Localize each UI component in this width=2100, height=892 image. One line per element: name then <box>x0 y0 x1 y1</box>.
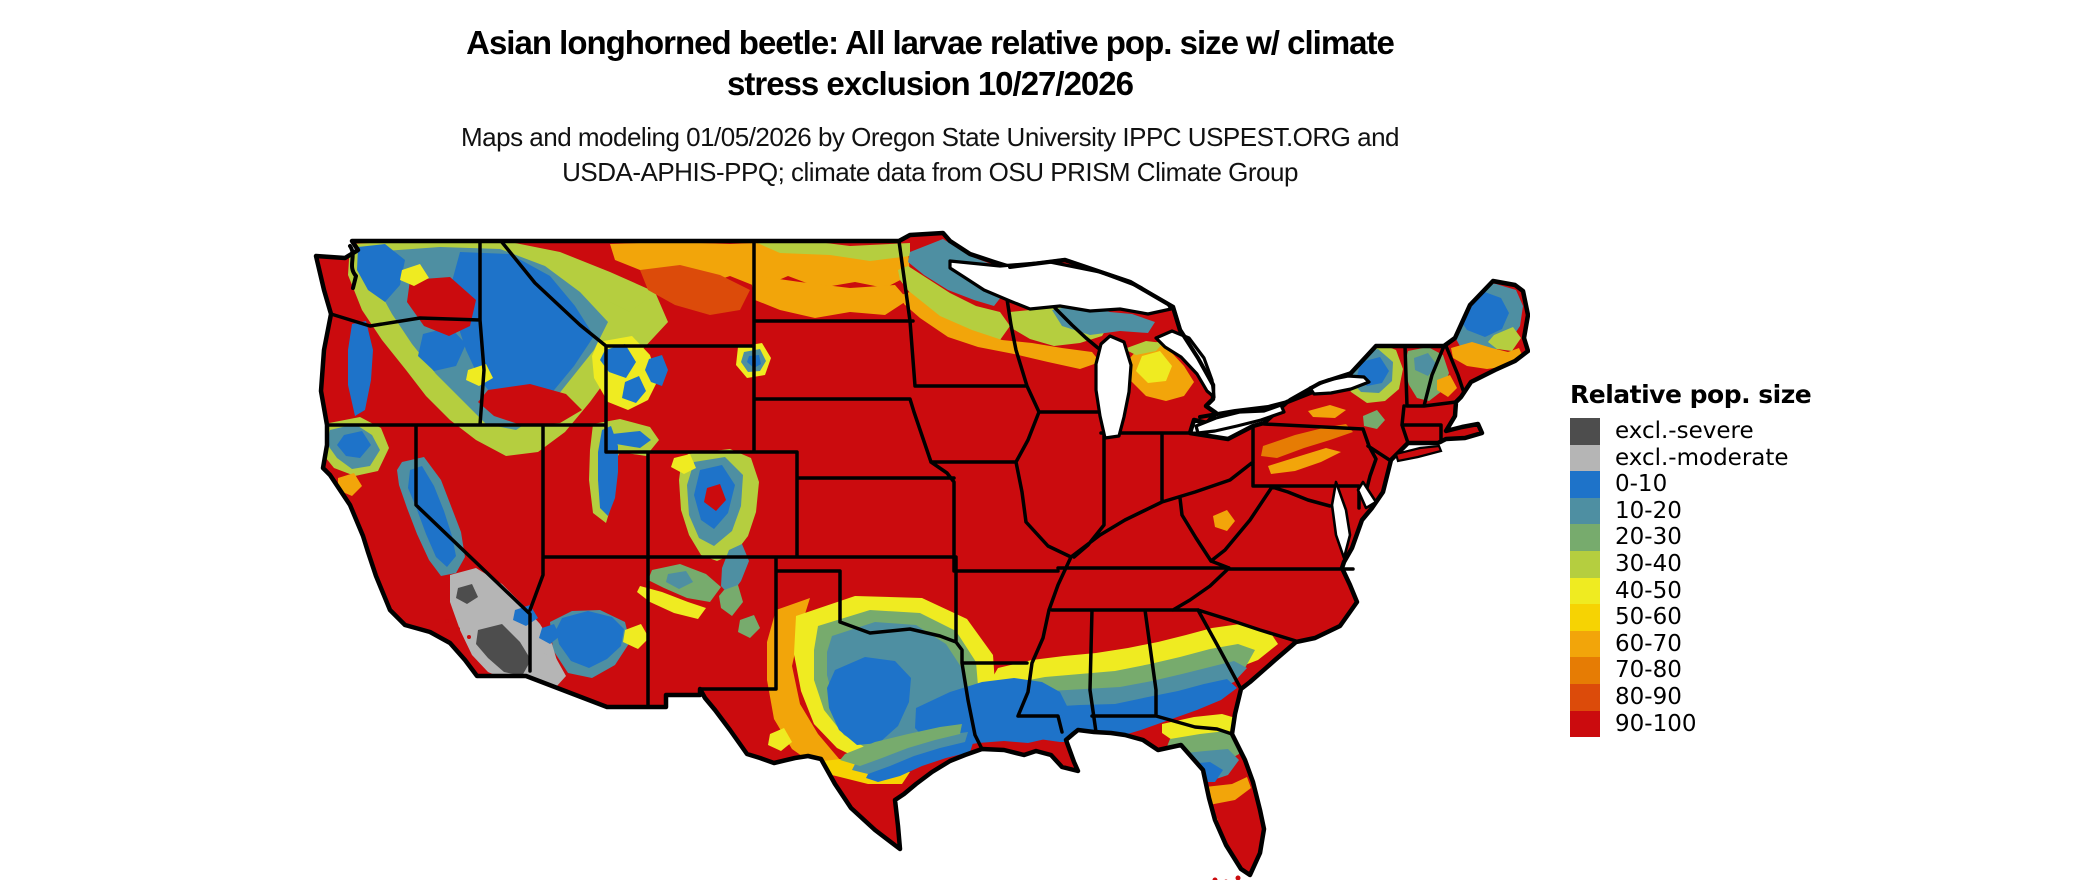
international-border-lakes <box>1008 258 1353 419</box>
legend: Relative pop. size excl.-severe excl.-mod… <box>1570 380 1812 738</box>
legend-swatch <box>1570 683 1600 711</box>
legend-swatch <box>1570 497 1600 525</box>
legend-item: 80-90 <box>1570 683 1811 711</box>
us-map-svg <box>310 230 1530 885</box>
legend-label: 40-50 <box>1615 577 1682 604</box>
legend-item: 90-100 <box>1570 710 1811 738</box>
legend-item: excl.-severe <box>1570 418 1811 445</box>
legend-swatch <box>1570 524 1600 551</box>
legend-item: 70-80 <box>1570 657 1811 684</box>
legend-swatch <box>1570 550 1600 578</box>
legend-label: 0-10 <box>1615 471 1668 498</box>
legend-item: 30-40 <box>1570 550 1811 578</box>
map-subtitle-line2: USDA-APHIS-PPQ; climate data from OSU PR… <box>562 157 1298 187</box>
legend-label: 80-90 <box>1615 683 1682 710</box>
legend-swatch <box>1570 710 1600 738</box>
legend-swatch <box>1570 577 1600 605</box>
lake-michigan <box>1094 334 1133 440</box>
map-subtitle: Maps and modeling 01/05/2026 by Oregon S… <box>130 120 1730 190</box>
map-title-line2: stress exclusion 10/27/2026 <box>727 65 1134 102</box>
legend-label: 50-60 <box>1615 604 1682 631</box>
puget-sound <box>348 244 358 290</box>
legend-swatch <box>1570 444 1600 472</box>
lake-superior <box>948 259 1173 316</box>
legend-swatch <box>1570 657 1600 684</box>
long-island <box>1394 444 1443 463</box>
legend-item: 20-30 <box>1570 524 1811 551</box>
header: Asian longhorned beetle: All larvae rela… <box>130 22 1730 190</box>
lake-erie <box>1194 403 1286 435</box>
florida-keys <box>1201 875 1241 885</box>
legend-swatch <box>1570 471 1600 498</box>
legend-title: Relative pop. size <box>1570 380 1812 409</box>
legend-item: 10-20 <box>1570 497 1811 525</box>
chesapeake-bay <box>1330 480 1352 560</box>
legend-item: 60-70 <box>1570 630 1811 658</box>
map-title: Asian longhorned beetle: All larvae rela… <box>130 22 1730 104</box>
legend-label: excl.-moderate <box>1615 444 1789 471</box>
legend-rows: excl.-severe excl.-moderate 0-10 10-20 20-30… <box>1570 418 1811 738</box>
legend-swatch <box>1570 630 1600 658</box>
map-title-line1: Asian longhorned beetle: All larvae rela… <box>466 24 1395 61</box>
legend-item: excl.-moderate <box>1570 444 1811 472</box>
legend-label: 10-20 <box>1615 497 1682 524</box>
legend-label: 60-70 <box>1615 630 1682 657</box>
state-borders <box>325 239 1466 751</box>
legend-label: 30-40 <box>1615 550 1682 577</box>
us-population-map <box>310 230 1530 885</box>
legend-label: 70-80 <box>1615 657 1682 684</box>
legend-label: 90-100 <box>1615 710 1697 737</box>
chesapeake-delaware-bays <box>1330 480 1378 560</box>
delaware-bay <box>1356 480 1378 510</box>
map-subtitle-line1: Maps and modeling 01/05/2026 by Oregon S… <box>460 122 1400 152</box>
channel-islands <box>445 619 471 639</box>
legend-swatch <box>1570 604 1600 631</box>
raster-patches <box>321 239 1523 830</box>
legend-swatch <box>1570 418 1600 445</box>
legend-item: 50-60 <box>1570 604 1811 631</box>
legend-item: 40-50 <box>1570 577 1811 605</box>
legend-label: 20-30 <box>1615 524 1682 551</box>
legend-item: 0-10 <box>1570 471 1811 498</box>
legend-label: excl.-severe <box>1615 418 1754 444</box>
